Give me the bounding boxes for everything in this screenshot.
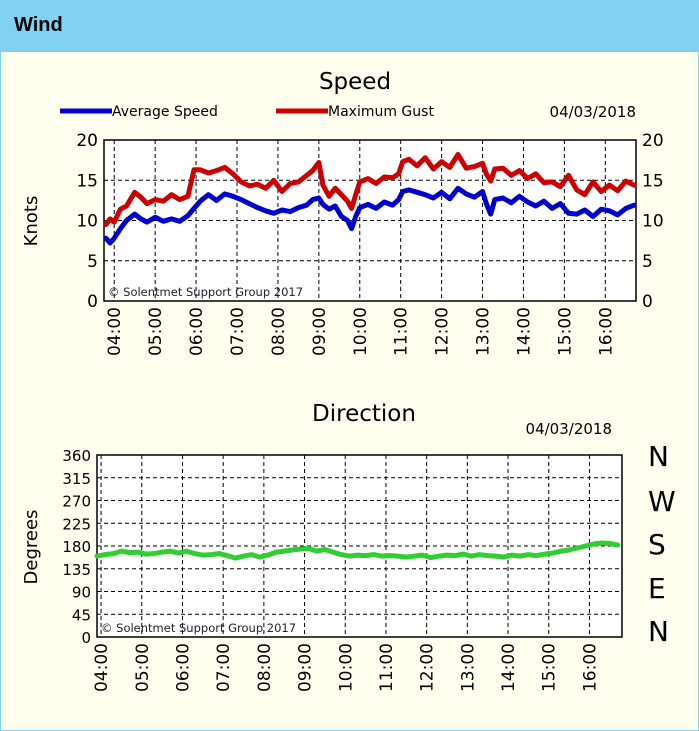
y-axis-label: Degrees <box>21 510 42 585</box>
x-tick-label: 14:00 <box>499 643 519 692</box>
x-tick-label: 12:00 <box>433 307 453 356</box>
y-tick-label: 315 <box>62 470 91 488</box>
y-tick-label: 5 <box>87 252 98 272</box>
x-tick-label: 08:00 <box>255 643 275 692</box>
x-tick-label: 08:00 <box>269 307 289 356</box>
chart-date: 04/03/2018 <box>550 103 636 121</box>
x-tick-label: 10:00 <box>351 307 371 356</box>
y-tick-label: 225 <box>62 515 91 533</box>
chart-title: Direction <box>312 401 416 427</box>
x-tick-label: 06:00 <box>173 643 193 692</box>
compass-n-bottom: N <box>648 615 669 648</box>
series-line-2 <box>103 152 637 227</box>
x-tick-label: 04:00 <box>105 307 125 356</box>
y-tick-label-right: 5 <box>642 252 653 272</box>
x-tick-label: 04:00 <box>92 643 112 692</box>
y-tick-label: 90 <box>72 584 91 602</box>
y-tick-label: 270 <box>62 493 91 511</box>
y-axis-label: Knots <box>21 196 42 247</box>
panel-header: Wind <box>1 1 698 52</box>
x-tick-label: 06:00 <box>187 307 207 356</box>
y-tick-label-right: 15 <box>642 171 664 191</box>
x-tick-label: 13:00 <box>458 643 478 692</box>
legend-label-1: Average Speed <box>112 104 218 120</box>
x-tick-label: 09:00 <box>296 643 316 692</box>
y-tick-label: 0 <box>87 292 98 312</box>
x-tick-label: 10:00 <box>336 643 356 692</box>
legend-label-2: Maximum Gust <box>328 104 434 120</box>
compass-e: E <box>648 572 666 605</box>
plot-frame <box>103 139 637 302</box>
y-tick-label: 45 <box>72 606 91 624</box>
x-tick-label: 12:00 <box>418 643 438 692</box>
y-tick-label-right: 20 <box>642 131 664 151</box>
compass-w: W <box>648 485 676 518</box>
speed-chart: 0 0 5 5 10 10 15 15 20 20 04:00 05:00 06:00 07:00 08:0… <box>21 69 664 356</box>
x-tick-label: 11:00 <box>392 307 412 356</box>
plot-frame <box>96 454 623 638</box>
x-tick-label: 07:00 <box>214 643 234 692</box>
chart-date: 04/03/2018 <box>526 420 612 438</box>
x-tick-label: 07:00 <box>228 307 248 356</box>
x-tick-label: 11:00 <box>377 643 397 692</box>
x-tick-label: 14:00 <box>514 307 534 356</box>
y-tick-label: 10 <box>76 212 98 232</box>
y-tick-label: 135 <box>62 561 91 579</box>
y-tick-label: 360 <box>62 447 91 465</box>
y-tick-label: 180 <box>62 538 91 556</box>
y-tick-label-right: 10 <box>642 212 664 232</box>
y-tick-label: 0 <box>81 629 91 647</box>
x-tick-label: 09:00 <box>310 307 330 356</box>
x-tick-label: 15:00 <box>540 643 560 692</box>
y-tick-label: 20 <box>76 131 98 151</box>
y-tick-label: 15 <box>76 171 98 191</box>
compass-s: S <box>648 528 666 561</box>
x-tick-label: 13:00 <box>474 307 494 356</box>
panel-title: Wind <box>14 14 63 36</box>
x-tick-label: 05:00 <box>146 307 166 356</box>
chart-title: Speed <box>319 69 391 95</box>
y-tick-label-right: 0 <box>642 292 653 312</box>
x-tick-label: 05:00 <box>133 643 153 692</box>
compass-n-top: N <box>648 440 669 473</box>
series-line-1 <box>103 185 637 246</box>
x-tick-label: 16:00 <box>580 643 600 692</box>
x-tick-label: 15:00 <box>555 307 575 356</box>
copyright-text: © Solentmet Support Group 2017 <box>101 621 296 635</box>
x-tick-label: 16:00 <box>596 307 616 356</box>
series-line-1 <box>94 540 621 561</box>
copyright-text: © Solentmet Support Group 2017 <box>108 285 303 299</box>
